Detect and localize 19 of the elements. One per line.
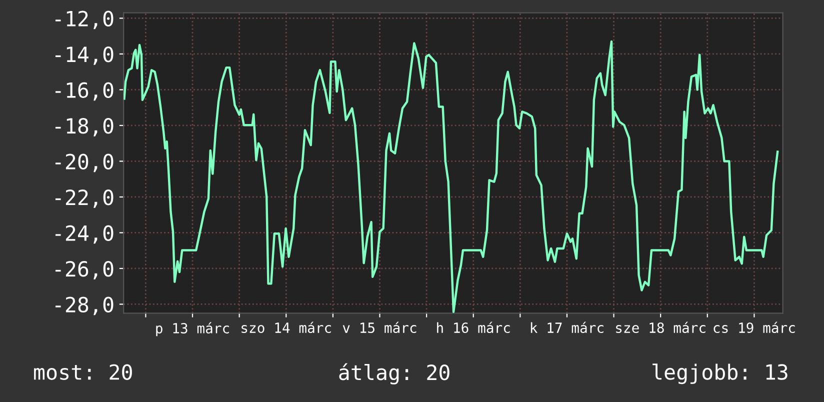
x-tick-label: v 15 márc xyxy=(342,322,416,334)
y-tick-label: -16,0 xyxy=(55,82,114,101)
x-tick-label: sze 18 márc xyxy=(616,322,706,334)
y-tick-label: -14,0 xyxy=(55,46,114,65)
x-tick-label: h 16 márc xyxy=(437,322,510,334)
y-tick-label: -20,0 xyxy=(55,154,114,172)
y-tick-label: -26,0 xyxy=(55,260,114,280)
x-tick-label: szo 14 márc xyxy=(242,322,331,334)
y-tick-label: -24,0 xyxy=(55,225,114,244)
y-tick-label: -28,0 xyxy=(55,296,114,316)
y-tick-label: -18,0 xyxy=(55,118,114,136)
text: átlag: 20 xyxy=(339,363,450,384)
y-tick-label: -22,0 xyxy=(55,189,114,208)
y-tick-label: -12,0 xyxy=(55,10,114,30)
text: most: 20 xyxy=(34,364,132,380)
text: legjobb: 13 xyxy=(652,364,788,384)
x-tick-label: k 17 márc xyxy=(530,322,604,334)
x-tick-label: cs 19 márc xyxy=(714,322,795,334)
x-tick-label: p 13 márc xyxy=(156,322,229,336)
